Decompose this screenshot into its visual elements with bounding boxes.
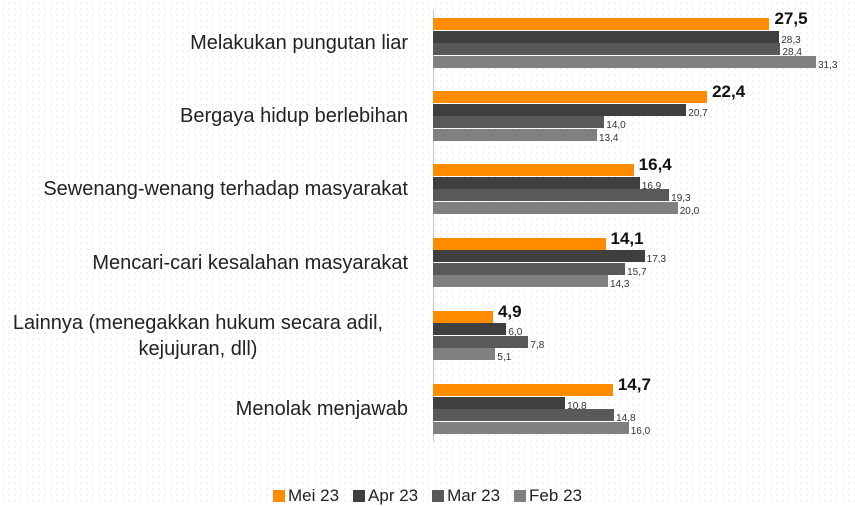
legend-swatch: [432, 490, 445, 502]
value-label: 10,8: [567, 400, 587, 412]
bar: [433, 275, 608, 288]
legend-label: Feb 23: [529, 486, 582, 505]
category-text: Sewenang-wenang terhadap masyarakat: [43, 178, 408, 201]
value-label: 28,4: [782, 47, 802, 58]
bar: [433, 335, 529, 348]
bar: [433, 55, 816, 68]
value-label: 14,1: [610, 228, 644, 248]
bar: [433, 164, 634, 177]
value-label: 31,3: [817, 59, 838, 71]
value-label: 13,4: [598, 132, 619, 144]
category-text: Lainnya (menegakkan hukum secara adil, k…: [12, 311, 384, 360]
value-label: 5,1: [497, 352, 512, 364]
legend-item: Mar 23: [432, 486, 500, 506]
bar: [433, 310, 493, 323]
value-label: 16,4: [638, 155, 672, 175]
value-label: 6,0: [508, 327, 523, 339]
value-label: 17,3: [646, 254, 667, 266]
legend-label: Mar 23: [447, 486, 501, 505]
legend-label: Apr 23: [368, 486, 419, 505]
bar: [433, 250, 645, 263]
category-text: Mencari-cari kesalahan masyarakat: [92, 251, 408, 274]
legend-swatch: [273, 490, 285, 502]
legend-label: Mei 23: [288, 486, 340, 505]
bar: [433, 176, 640, 189]
bar: [433, 396, 566, 409]
legend: Mei 23 Apr 23 Mar 23 Feb 23: [0, 486, 855, 506]
value-label: 27,5: [774, 9, 808, 28]
category-text: Bergaya hidup berlebihan: [180, 105, 408, 128]
bar: [433, 409, 615, 421]
legend-item: Apr 23: [353, 486, 418, 506]
value-label: 16,9: [641, 180, 662, 192]
value-label: 15,7: [627, 266, 647, 278]
value-label: 14,3: [609, 279, 630, 291]
category-label: Sewenang-wenang terhadap masyarakat: [0, 176, 408, 202]
value-label: 14,7: [617, 375, 651, 394]
legend-swatch: [353, 490, 366, 502]
legend-item: Mei 23: [273, 486, 339, 506]
legend-item: Feb 23: [514, 486, 582, 506]
value-label: 7,8: [530, 339, 545, 351]
value-label: 20,7: [688, 107, 708, 119]
bar: [433, 421, 629, 434]
bar: [433, 348, 496, 361]
value-label: 28,3: [781, 34, 801, 46]
legend-swatch: [514, 490, 527, 502]
bar: [433, 237, 606, 250]
value-label: 14,0: [606, 120, 626, 132]
bar: [433, 384, 613, 396]
value-label: 22,4: [712, 82, 746, 102]
category-text: Melakukan pungutan liar: [190, 32, 408, 54]
value-label: 16,0: [630, 425, 651, 437]
bar: [433, 43, 781, 55]
bar: [433, 30, 780, 43]
value-label: 14,8: [616, 413, 636, 424]
category-text: Menolak menjawab: [235, 398, 408, 420]
bar: [433, 116, 605, 129]
value-label: 20,0: [679, 205, 700, 217]
bar: [433, 262, 626, 275]
bar: [433, 189, 670, 202]
value-label: 4,9: [497, 301, 522, 321]
category-label: Lainnya (menegakkan hukum secara adil, k…: [0, 310, 408, 362]
category-label: Melakukan pungutan liar: [0, 30, 408, 56]
bar: [433, 18, 770, 30]
bar: [433, 201, 678, 214]
axis-line: [433, 10, 434, 442]
bar: [433, 91, 708, 104]
bar: [433, 128, 597, 141]
bar: [433, 103, 687, 116]
category-label: Mencari-cari kesalahan masyarakat: [0, 250, 408, 276]
category-label: Menolak menjawab: [0, 396, 408, 422]
bar: [433, 323, 507, 336]
value-label: 19,3: [671, 193, 691, 205]
category-label: Bergaya hidup berlebihan: [0, 103, 408, 129]
